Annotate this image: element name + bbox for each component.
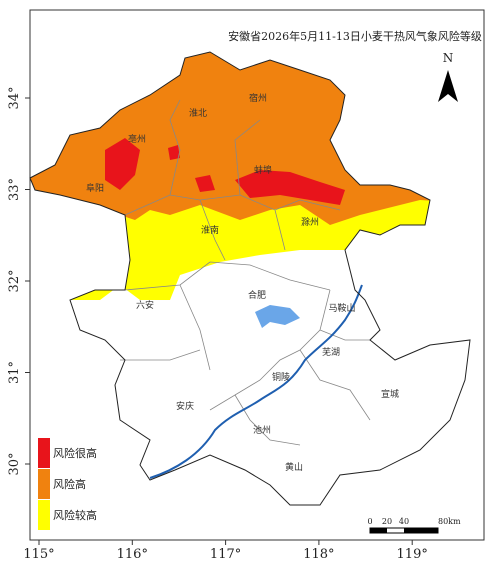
- city-label: 安庆: [176, 400, 194, 412]
- scale-label: 40: [399, 517, 409, 526]
- y-tick-label: 30°: [7, 452, 22, 475]
- x-tick-label: 118°: [303, 547, 334, 562]
- scale-label: 0: [367, 517, 372, 526]
- city-label: 蚌埠: [254, 164, 272, 176]
- legend-swatch: [38, 438, 50, 468]
- river: [149, 284, 363, 479]
- scale-bar: 0 20 40 80km: [367, 517, 461, 534]
- axes: 115° 116° 117° 118° 119° 30° 31° 32° 33° 34°: [7, 86, 428, 562]
- city-label: 六安: [136, 299, 154, 311]
- map-title: 安徽省2026年5月11-13日小麦干热风气象风险等级: [228, 29, 482, 43]
- scale-label: 20: [382, 517, 392, 526]
- legend-label: 风险高: [53, 477, 86, 491]
- x-tick-label: 115°: [23, 547, 54, 562]
- y-tick-label: 32°: [7, 269, 22, 292]
- city-label: 淮南: [201, 224, 219, 236]
- legend-swatch: [38, 469, 50, 499]
- city-label: 宿州: [249, 92, 267, 104]
- city-label: 淮北: [189, 108, 207, 119]
- city-label: 滁州: [301, 217, 319, 228]
- city-label: 马鞍山: [328, 302, 355, 314]
- city-label: 合肥: [248, 289, 266, 301]
- x-tick-label: 116°: [117, 547, 148, 562]
- city-label: 阜阳: [86, 182, 104, 194]
- north-arrow: [438, 70, 458, 102]
- y-tick-label: 33°: [7, 178, 22, 201]
- city-label: 芜湖: [322, 346, 340, 358]
- city-label: 铜陵: [272, 371, 290, 383]
- y-tick-label: 34°: [7, 86, 22, 109]
- north-label: N: [443, 51, 454, 65]
- legend-swatch: [38, 500, 50, 530]
- x-tick-label: 119°: [397, 547, 428, 562]
- city-label: 池州: [253, 424, 271, 436]
- lake: [255, 305, 300, 328]
- x-tick-label: 117°: [210, 547, 241, 562]
- city-label: 黄山: [285, 461, 303, 473]
- boundaries: [120, 99, 371, 446]
- city-label: 宣城: [381, 388, 399, 400]
- city-label: 亳州: [128, 133, 146, 145]
- legend-label: 风险较高: [53, 508, 97, 522]
- scale-label: 80km: [438, 517, 461, 526]
- risk-zone-very-high: [105, 138, 345, 205]
- legend-label: 风险很高: [53, 446, 97, 460]
- y-tick-label: 31°: [7, 361, 22, 384]
